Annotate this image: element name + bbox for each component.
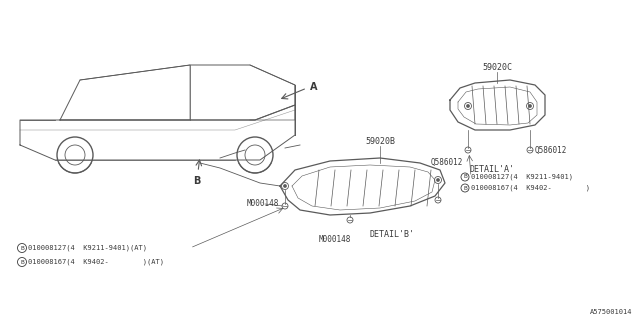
Text: M000148: M000148 [247,198,280,207]
Text: Q586012: Q586012 [535,146,568,155]
Text: M000148: M000148 [319,235,351,244]
Text: 010008127(4  K9211-9401)(AT): 010008127(4 K9211-9401)(AT) [28,245,147,251]
Text: 010008167(4  K9402-        )(AT): 010008167(4 K9402- )(AT) [28,259,164,265]
Circle shape [467,104,470,108]
Text: DETAIL'A': DETAIL'A' [470,165,515,174]
Text: 59020B: 59020B [365,137,395,146]
Text: 010008167(4  K9402-        ): 010008167(4 K9402- ) [471,185,590,191]
Text: B: B [463,186,467,190]
Text: 010008127(4  K9211-9401): 010008127(4 K9211-9401) [471,174,573,180]
Polygon shape [60,65,295,120]
Text: B: B [20,245,24,251]
Text: B: B [463,174,467,180]
Text: B: B [193,176,200,186]
Circle shape [284,184,287,188]
Text: A575001014: A575001014 [589,309,632,315]
Polygon shape [20,105,295,160]
Text: 59020C: 59020C [482,63,512,72]
Text: DETAIL'B': DETAIL'B' [370,230,415,239]
Text: A: A [310,82,317,92]
Text: Q586012: Q586012 [431,158,463,167]
Circle shape [436,179,440,181]
Text: B: B [20,260,24,265]
Circle shape [529,104,532,108]
Polygon shape [450,80,545,130]
Polygon shape [280,158,445,215]
